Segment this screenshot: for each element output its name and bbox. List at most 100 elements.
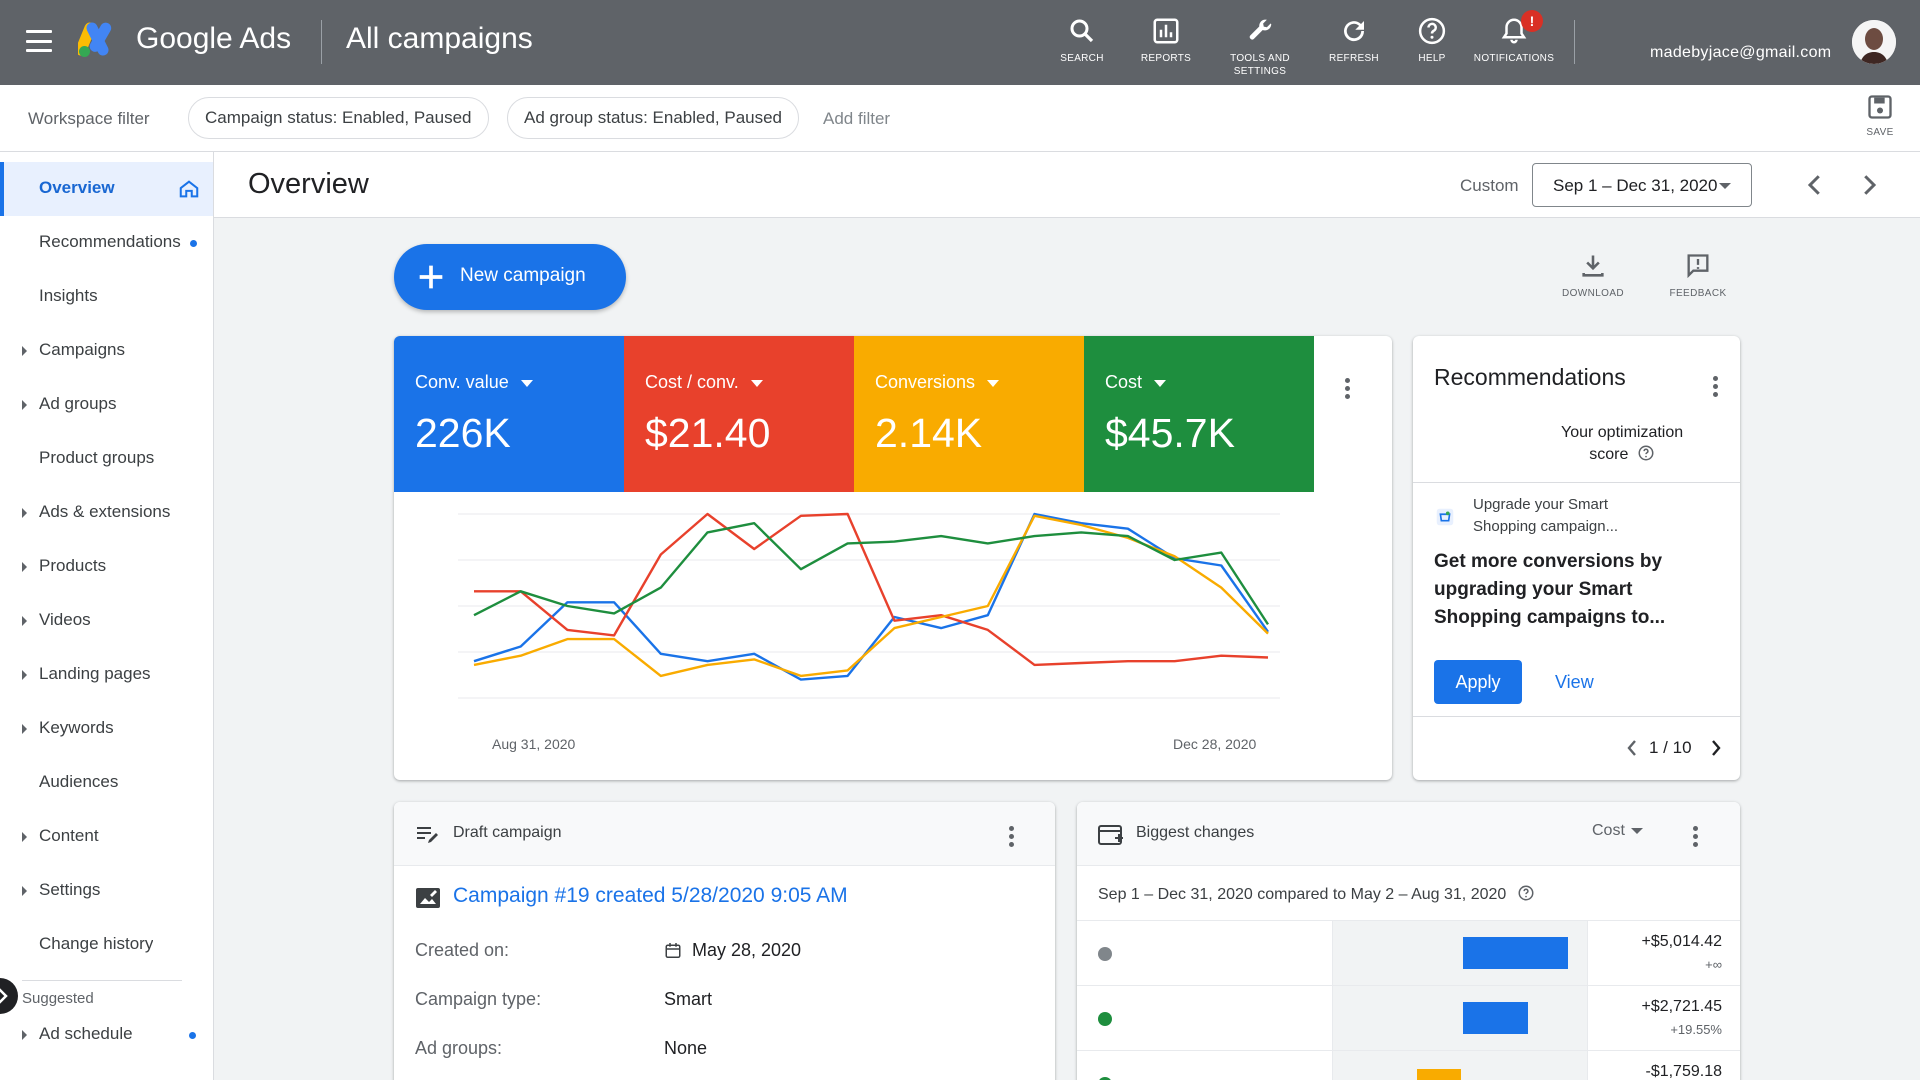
notifications-label: NOTIFICATIONS <box>1473 53 1555 64</box>
date-range-type-label: Custom <box>1460 176 1519 195</box>
sidebar-item-recommendations[interactable]: Recommendations <box>0 216 213 270</box>
sidebar-item-campaigns[interactable]: Campaigns <box>0 324 213 378</box>
sidebar-item-ad-schedule[interactable]: Ad schedule <box>0 1008 213 1062</box>
comparison-period: Sep 1 – Dec 31, 2020 compared to May 2 –… <box>1098 884 1535 904</box>
account-email[interactable]: madebyjace@gmail.com <box>1650 44 1832 61</box>
notification-badge: ! <box>1521 10 1543 32</box>
metric-value: 2.14K <box>875 410 983 456</box>
view-link[interactable]: View <box>1555 672 1594 692</box>
tools-settings-label: TOOLS AND SETTINGS <box>1230 53 1290 77</box>
apply-button[interactable]: Apply <box>1434 660 1522 704</box>
recommendation-headline: Get more conversions by upgrading your S… <box>1434 548 1665 632</box>
add-filter-button[interactable]: Add filter <box>823 109 891 128</box>
bell-icon <box>1501 18 1527 44</box>
reports-icon <box>1153 18 1179 44</box>
download-icon <box>1582 255 1604 277</box>
download-button[interactable]: DOWNLOAD <box>1548 252 1638 299</box>
sidebar-item-videos[interactable]: Videos <box>0 594 213 648</box>
help-icon[interactable] <box>1637 444 1655 462</box>
dropdown-caret-icon <box>520 379 533 387</box>
sidebar-item-keywords[interactable]: Keywords <box>0 702 213 756</box>
avatar[interactable] <box>1852 20 1896 64</box>
expand-arrow-icon <box>22 508 27 518</box>
more-options-icon[interactable] <box>1335 372 1359 404</box>
suggested-heading: Suggested <box>22 990 94 1007</box>
more-options-icon[interactable] <box>999 820 1023 852</box>
new-campaign-button[interactable]: New campaign <box>394 244 626 310</box>
feedback-button[interactable]: FEEDBACK <box>1653 252 1743 299</box>
sidebar-item-insights[interactable]: Insights <box>0 270 213 324</box>
sidebar-item-overview[interactable]: Overview <box>0 162 213 216</box>
series-line-4[interactable] <box>473 522 1270 626</box>
table-row[interactable]: -$1,759.18 <box>1077 1050 1740 1080</box>
previous-period-icon[interactable] <box>1800 170 1830 200</box>
change-percent: +∞ <box>1705 957 1722 972</box>
tools-settings-button[interactable]: TOOLS AND SETTINGS <box>1212 16 1308 78</box>
sidebar-item-ads-extensions[interactable]: Ads & extensions <box>0 486 213 540</box>
sidebar-item-audiences[interactable]: Audiences <box>0 756 213 810</box>
metric-cost[interactable]: Cost $45.7K <box>1084 336 1314 492</box>
table-row[interactable]: +$5,014.42 +∞ <box>1077 920 1740 986</box>
recommendation-headline-line: Shopping campaigns to... <box>1434 607 1666 628</box>
status-dot-icon <box>1098 1077 1112 1080</box>
previous-recommendation-icon[interactable] <box>1625 738 1639 758</box>
recommendation-summary: Upgrade your Smart Shopping campaign... <box>1473 494 1618 538</box>
optimization-score-line: Your optimization <box>1561 424 1684 441</box>
sidebar-item-label: Change history <box>39 934 154 953</box>
next-period-icon[interactable] <box>1854 170 1884 200</box>
date-range-picker[interactable]: Sep 1 – Dec 31, 2020 <box>1532 163 1752 207</box>
sidebar-item-products[interactable]: Products <box>0 540 213 594</box>
google-ads-logo <box>78 22 112 57</box>
more-options-icon[interactable] <box>1703 370 1727 402</box>
main-menu-icon[interactable] <box>26 30 52 52</box>
shopping-upgrade-icon <box>1436 508 1454 526</box>
more-options-icon[interactable] <box>1683 820 1707 852</box>
brand-name: Google Ads <box>136 22 292 55</box>
expand-arrow-icon <box>22 1030 27 1040</box>
ad-group-status-filter-chip[interactable]: Ad group status: Enabled, Paused <box>507 97 800 139</box>
refresh-label: REFRESH <box>1329 53 1379 64</box>
metric-conv-value[interactable]: Conv. value 226K <box>394 336 624 492</box>
search-tool-button[interactable]: SEARCH <box>1034 16 1130 65</box>
changes-icon <box>1098 825 1123 845</box>
top-app-bar: Google Ads All campaigns SEARCH REPORTS … <box>0 0 1920 85</box>
sidebar-item-content[interactable]: Content <box>0 810 213 864</box>
help-icon <box>1418 17 1446 45</box>
change-bar <box>1463 937 1568 969</box>
save-button[interactable]: SAVE <box>1852 93 1908 138</box>
sidebar-item-landing-pages[interactable]: Landing pages <box>0 648 213 702</box>
draft-campaign-card: Draft campaign Campaign #19 created 5/28… <box>394 802 1055 1080</box>
sidebar-item-product-groups[interactable]: Product groups <box>0 432 213 486</box>
draft-campaign-link[interactable]: Campaign #19 created 5/28/2020 9:05 AM <box>453 884 848 907</box>
workspace-filter-label: Workspace filter <box>28 109 150 128</box>
notifications-button[interactable]: ! NOTIFICATIONS <box>1466 10 1562 65</box>
help-icon[interactable] <box>1517 884 1535 902</box>
sidebar-item-settings[interactable]: Settings <box>0 864 213 918</box>
metric-value: $45.7K <box>1105 410 1235 456</box>
reports-tool-button[interactable]: REPORTS <box>1118 16 1214 65</box>
sidebar-item-ad-groups[interactable]: Ad groups <box>0 378 213 432</box>
refresh-button[interactable]: REFRESH <box>1306 16 1402 65</box>
changes-metric-dropdown[interactable]: Cost <box>1592 822 1643 840</box>
table-row[interactable]: +$2,721.45 +19.55% <box>1077 985 1740 1051</box>
expand-arrow-icon <box>22 562 27 572</box>
metric-value: $21.40 <box>645 410 771 456</box>
recommendation-summary-line: Shopping campaign... <box>1473 518 1619 535</box>
recommendation-headline-line: Get more conversions by <box>1434 551 1663 572</box>
metric-cost-per-conv[interactable]: Cost / conv. $21.40 <box>624 336 854 492</box>
sidebar-item-change-history[interactable]: Change history <box>0 918 213 972</box>
collapse-sidebar-button[interactable] <box>0 978 18 1014</box>
help-button[interactable]: HELP <box>1384 16 1480 65</box>
campaign-status-filter-chip[interactable]: Campaign status: Enabled, Paused <box>188 97 489 139</box>
series-line-1[interactable] <box>473 512 1269 681</box>
expand-arrow-icon <box>22 346 27 356</box>
metric-conversions[interactable]: Conversions 2.14K <box>854 336 1084 492</box>
expand-arrow-icon <box>22 616 27 626</box>
sidebar-item-label: Product groups <box>39 448 155 467</box>
change-bar <box>1463 1002 1528 1034</box>
series-line-2[interactable] <box>474 512 1269 667</box>
chart-series <box>473 512 1270 681</box>
change-bar <box>1417 1069 1461 1080</box>
change-bar-track <box>1332 986 1588 1051</box>
next-recommendation-icon[interactable] <box>1709 738 1723 758</box>
